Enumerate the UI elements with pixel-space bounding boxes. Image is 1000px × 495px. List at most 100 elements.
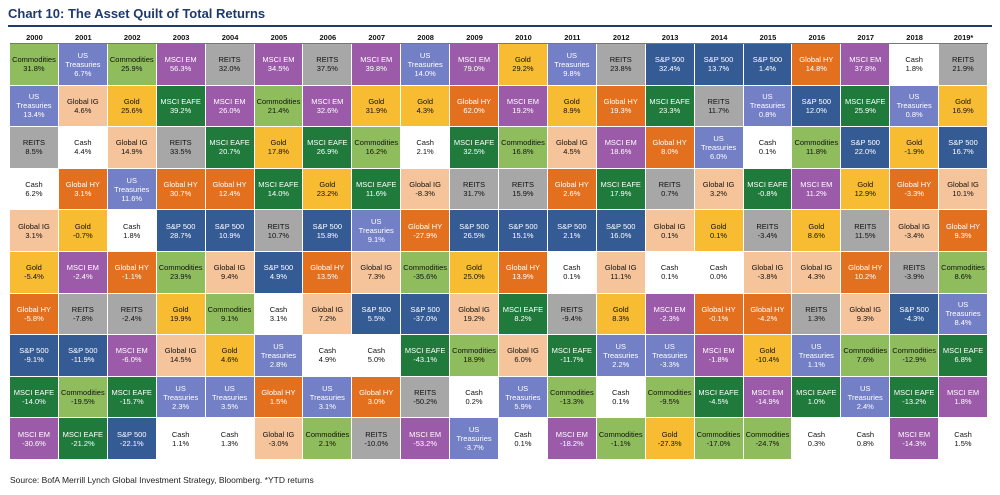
asset-label: Global HY	[603, 96, 638, 106]
asset-label: Gold	[26, 263, 42, 273]
asset-label: US Treasuries	[505, 383, 541, 402]
return-value: 19.9%	[170, 313, 192, 323]
return-value: 0.2%	[465, 397, 483, 407]
asset-label: MSCI EM	[751, 388, 784, 398]
asset-label: Gold	[74, 221, 91, 231]
asset-label: REITS	[854, 221, 877, 231]
asset-label: US Treasuries	[700, 133, 737, 152]
quilt-cell: Gold -5.4%	[10, 251, 59, 294]
return-value: -2.4%	[121, 313, 142, 323]
quilt-cell: Cash 0.1%	[499, 418, 548, 460]
quilt-cell: Global HY 30.7%	[156, 168, 206, 211]
quilt-cell: Gold 8.3%	[596, 293, 646, 336]
quilt-cell: Global IG 10.1%	[939, 168, 988, 211]
return-value: -27.9%	[413, 230, 438, 240]
quilt-cell: Commodities 16.2%	[352, 127, 402, 169]
asset-label: Global HY	[408, 221, 443, 231]
return-value: 8.9%	[563, 105, 581, 115]
asset-label: Global HY	[310, 263, 345, 273]
asset-label: Cash	[269, 304, 288, 314]
asset-label: MSCI EM	[66, 263, 99, 273]
quilt-cell: Cash 4.9%	[303, 335, 353, 377]
return-value: 4.4%	[74, 147, 92, 157]
return-value: 23.3%	[659, 105, 681, 115]
return-value: 1.3%	[220, 438, 239, 448]
year-header: 2009	[450, 31, 499, 44]
asset-label: Cash	[514, 429, 532, 439]
asset-label: US Treasuries	[260, 341, 297, 360]
quilt-cell: Cash 0.1%	[645, 251, 695, 294]
return-value: -13.3%	[559, 397, 584, 407]
asset-label: Global HY	[114, 263, 149, 273]
quilt-cell: US Treasuries 3.1%	[303, 376, 353, 419]
return-value: 1.4%	[758, 64, 776, 74]
quilt-cell: Global IG 7.3%	[352, 251, 402, 294]
quilt-cell: Gold 29.2%	[499, 44, 548, 86]
quilt-cell: REITS 37.5%	[303, 44, 353, 86]
chart-title: Chart 10: The Asset Quilt of Total Retur…	[8, 6, 266, 21]
return-value: 13.5%	[316, 272, 338, 282]
asset-label: S&P 500	[459, 221, 489, 231]
quilt-cell: Gold 8.6%	[792, 210, 842, 252]
return-value: 2.6%	[563, 189, 581, 199]
return-value: 7.3%	[367, 272, 385, 282]
asset-label: Global HY	[554, 180, 589, 190]
quilt-cell: Global HY 12.4%	[205, 168, 255, 211]
quilt-cell: MSCI EM -14.9%	[743, 376, 793, 419]
quilt-cell: MSCI EM 19.2%	[499, 85, 548, 128]
return-value: -4.5%	[708, 397, 729, 407]
asset-label: US Treasuries	[945, 300, 981, 319]
quilt-cell: S&P 500 16.7%	[939, 127, 988, 169]
asset-label: Global HY	[750, 304, 785, 314]
return-value: -10.4%	[755, 355, 780, 365]
asset-label: Global IG	[115, 138, 148, 148]
quilt-cell: Global IG 3.2%	[694, 168, 744, 211]
asset-label: US Treasuries	[603, 341, 639, 360]
quilt-cell: S&P 500 32.4%	[645, 44, 695, 86]
asset-label: Global IG	[947, 180, 979, 190]
return-value: -11.7%	[560, 355, 584, 365]
year-header: 2014	[694, 31, 744, 44]
return-value: 14.8%	[805, 64, 827, 74]
asset-label: MSCI EAFE	[404, 346, 446, 356]
asset-label: MSCI EAFE	[942, 346, 984, 356]
quilt-cell: REITS 11.5%	[841, 210, 891, 252]
quilt-cell: MSCI EAFE -13.2%	[890, 376, 940, 419]
asset-label: Commodities	[403, 263, 448, 273]
asset-label: Gold	[906, 138, 923, 148]
quilt-cell: Global HY 1.5%	[254, 376, 304, 419]
return-value: 31.8%	[23, 64, 45, 74]
quilt-cell: MSCI EAFE 11.6%	[352, 168, 402, 211]
asset-label: REITS	[316, 55, 339, 65]
asset-label: REITS	[463, 180, 486, 190]
asset-label: Global HY	[261, 388, 296, 398]
quilt-cell: MSCI EM 18.6%	[596, 127, 646, 169]
return-value: 1.5%	[954, 438, 972, 448]
return-value: 21.4%	[267, 105, 290, 115]
asset-label: Cash	[220, 429, 239, 439]
quilt-cell: Gold -0.7%	[58, 210, 108, 252]
return-value: 0.8%	[856, 438, 874, 448]
asset-label: Commodities	[60, 388, 105, 398]
year-header: 2003	[156, 31, 206, 44]
quilt-cell: REITS 33.5%	[156, 127, 206, 169]
asset-label: REITS	[707, 96, 730, 106]
asset-label: Global IG	[604, 263, 637, 273]
quilt-cell: Gold 25.6%	[107, 85, 157, 128]
asset-label: REITS	[805, 304, 828, 314]
quilt-cell: US Treasuries 0.8%	[743, 85, 793, 128]
return-value: 0.1%	[514, 438, 532, 448]
quilt-cell: S&P 500 10.9%	[205, 210, 255, 252]
quilt-cell: Global HY 2.6%	[547, 168, 597, 211]
quilt-cell: Global IG 4.5%	[547, 127, 597, 169]
quilt-cell: Global IG -3.4%	[890, 210, 940, 252]
return-value: -3.4%	[904, 230, 924, 240]
year-header: 2017	[841, 31, 891, 44]
asset-label: Cash	[318, 346, 337, 356]
asset-label: MSCI EAFE	[13, 388, 55, 398]
asset-label: Commodities	[647, 388, 692, 398]
quilt-cell: S&P 500 16.0%	[596, 210, 646, 252]
year-header: 2018	[890, 31, 940, 44]
asset-label: MSCI EM	[458, 55, 491, 65]
asset-label: Cash	[709, 263, 728, 273]
